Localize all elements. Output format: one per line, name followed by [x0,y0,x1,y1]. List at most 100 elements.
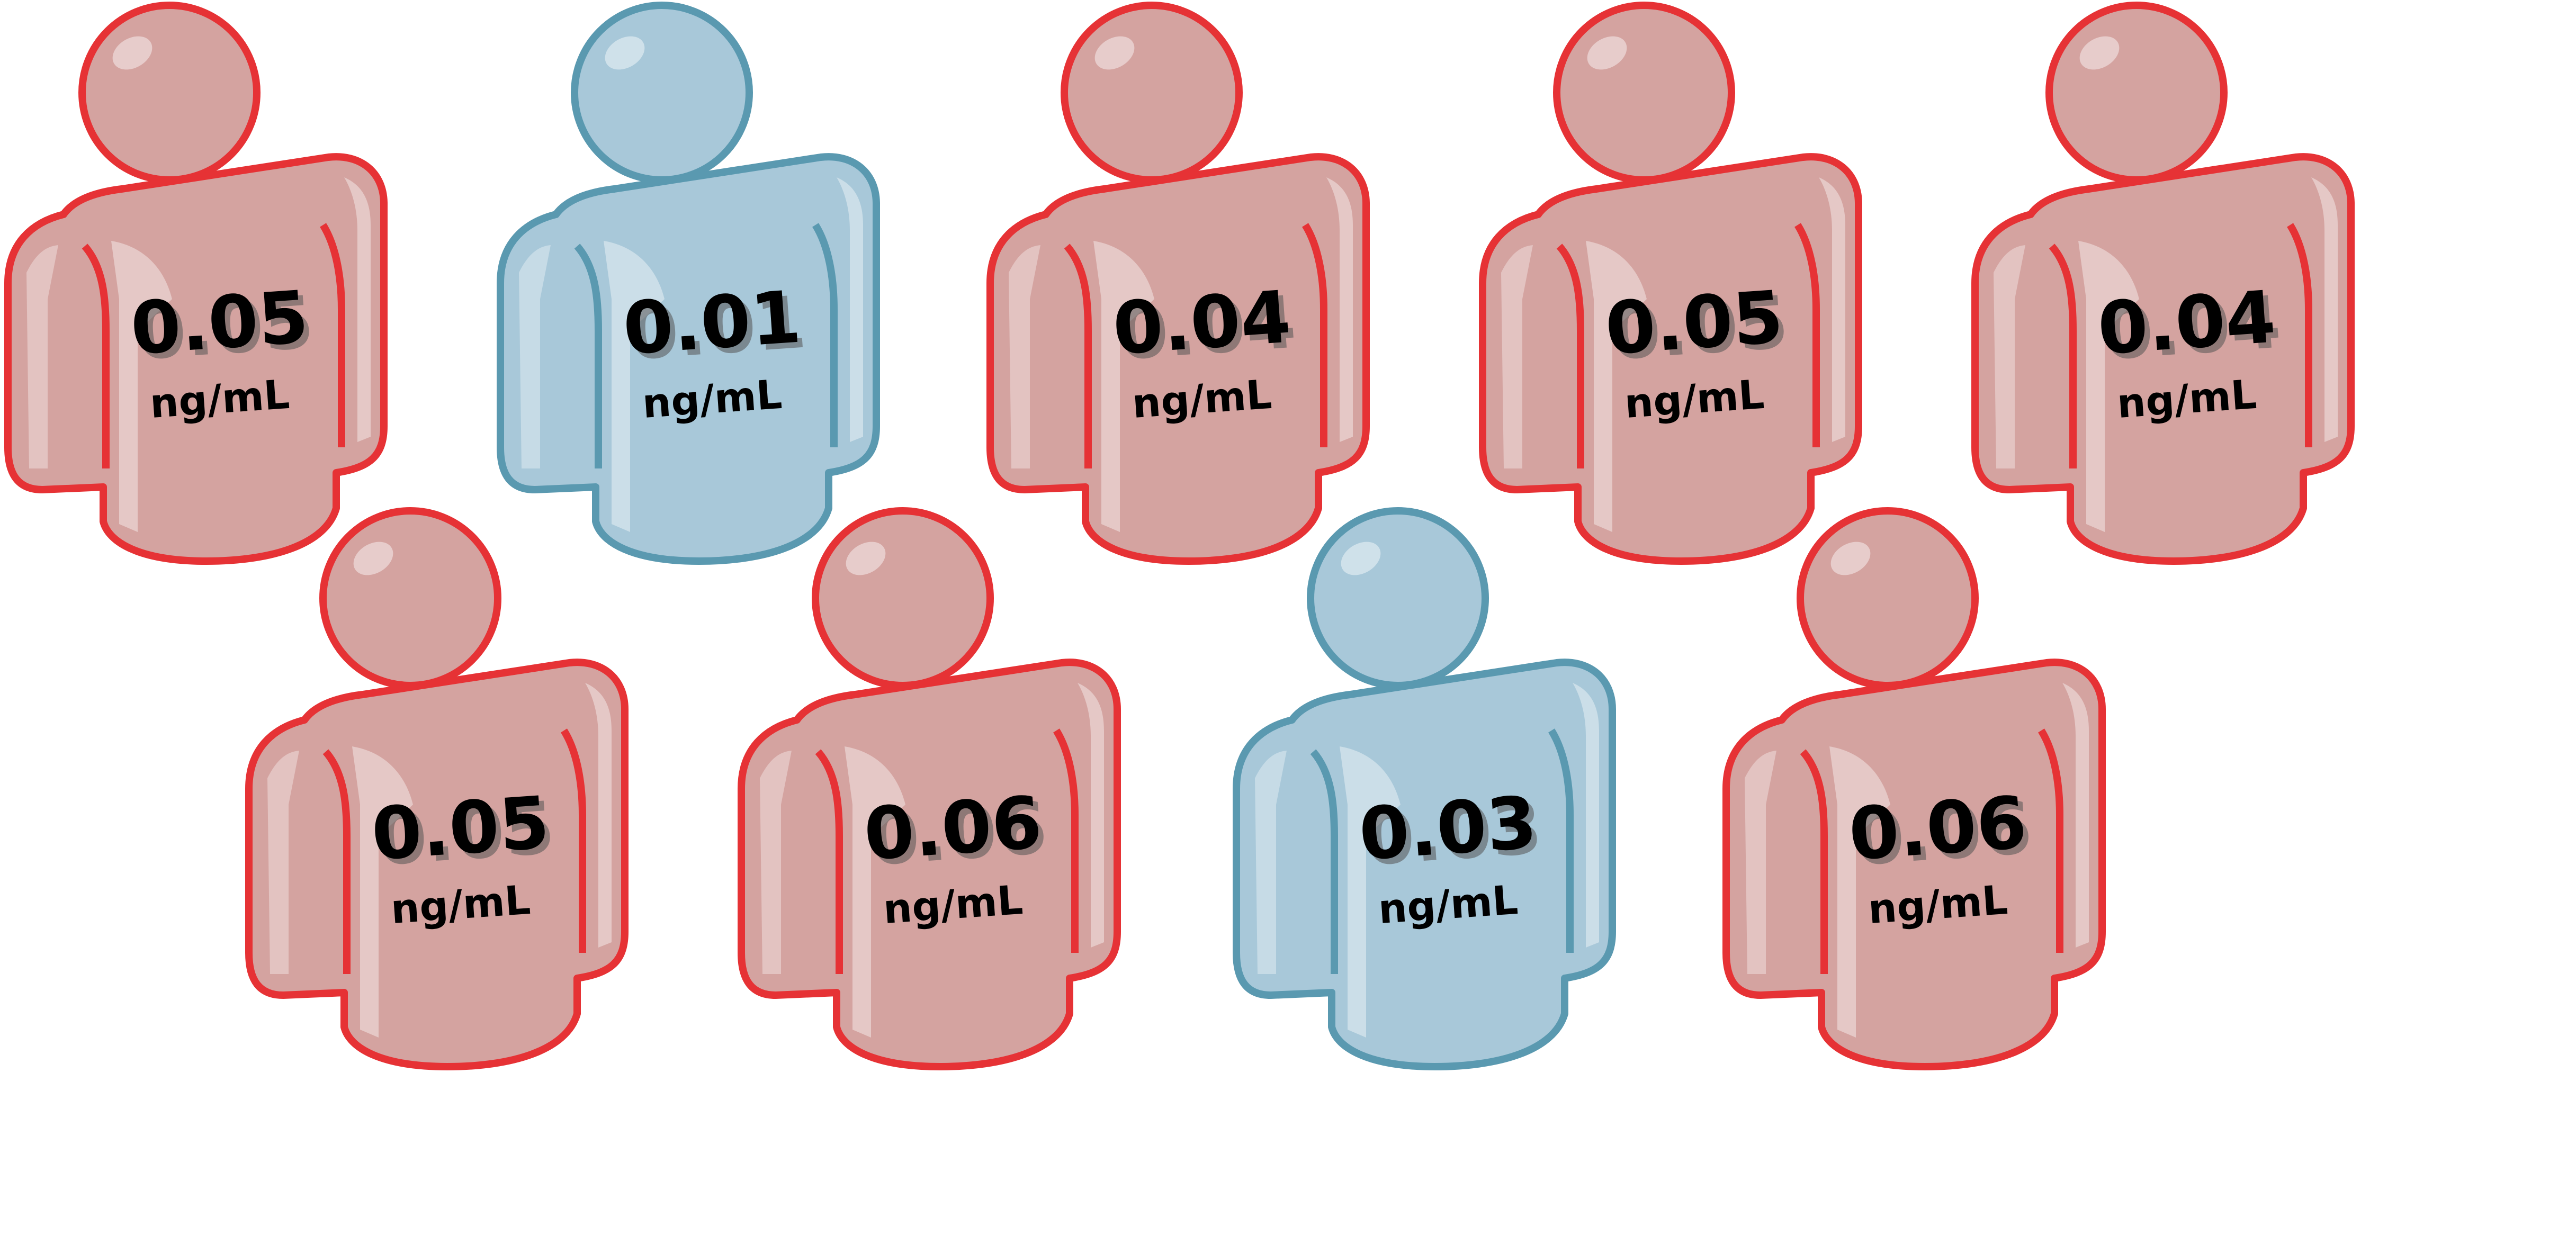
body-highlight [1745,751,1776,974]
body-highlight [26,245,58,468]
head-highlight [1587,36,1627,70]
concentration-value: 0.05 [369,781,552,877]
concentration-value: 0.05 [128,275,311,371]
person-icon-body [497,153,880,565]
value-shadow: 0.06 [1852,786,2035,882]
value-shadow: 0.06 [867,786,1050,882]
concentration-unit: ng/mL [1623,371,1765,427]
head-highlight [605,36,645,70]
concentration-unit: ng/mL [1130,371,1273,427]
right-arm-line [1794,223,1820,447]
right-arm-line [1053,728,1079,953]
left-arm-line [815,749,843,974]
person-icon-body [738,659,1121,1070]
right-arm-line [320,223,345,447]
head-highlight [112,36,152,70]
body-highlight [585,683,612,948]
left-arm-line [322,749,351,974]
value-shadow: 0.01 [626,281,809,376]
concentration-value: 0.04 [1110,275,1294,371]
value-shadow: 0.03 [1362,786,1545,882]
person-icon-head [2045,2,2228,184]
person-icon-head [812,507,994,689]
left-arm-line [1800,749,1828,974]
body-highlight [837,177,863,442]
concentration-unit: ng/mL [641,371,783,427]
person-icon-head [1797,507,1979,689]
person-icon-body [1233,659,1616,1070]
body-highlight [1994,245,2025,468]
person-icon-head [78,2,261,184]
value-shadow: 0.05 [374,786,558,882]
head-highlight [846,542,886,575]
body-highlight [352,746,413,1038]
head-highlight [353,542,393,575]
person-icon-head [1061,2,1243,184]
person-icon-head [319,507,501,689]
left-arm-line [1310,749,1338,974]
body-highlight [1009,245,1040,468]
concentration-unit: ng/mL [2115,371,2258,427]
concentration-value: 0.05 [1603,275,1786,371]
person-icon-body [1971,153,2355,565]
left-arm-line [82,244,110,468]
concentration-unit: ng/mL [148,371,291,427]
body-highlight [604,241,665,532]
people-group: 0.050.05ng/mL0.010.01ng/mL0.040.04ng/mL0… [4,2,2355,1070]
left-arm-line [1064,244,1092,468]
concentration-value: 0.01 [621,275,804,371]
concentration-unit: ng/mL [389,876,532,933]
body-highlight [1819,177,1845,442]
person-icon-body [245,659,629,1070]
person-icon-body [4,153,388,565]
head-highlight [1341,542,1381,575]
body-highlight [760,751,792,974]
body-highlight [2311,177,2338,442]
body-highlight [1340,746,1401,1038]
body-highlight [1501,245,1533,468]
body-highlight [1573,683,1599,948]
concentration-unit: ng/mL [1866,876,2009,933]
value-shadow: 0.04 [2101,281,2284,376]
right-arm-line [561,728,586,953]
left-arm-line [1556,244,1584,468]
body-highlight [2062,683,2089,948]
body-highlight [1829,746,1890,1038]
left-arm-line [2049,244,2077,468]
concentration-unit: ng/mL [882,876,1024,933]
body-highlight [2078,241,2139,532]
person-icon-body [1722,659,2106,1070]
concentration-unit: ng/mL [1377,876,1519,933]
left-arm-line [574,244,602,468]
head-highlight [1094,36,1135,70]
body-highlight [845,746,905,1038]
right-arm-line [812,223,838,447]
person-icon-head [571,2,753,184]
concentration-value: 0.04 [2095,275,2278,371]
body-highlight [267,751,299,974]
body-highlight [1093,241,1154,532]
body-highlight [111,241,172,532]
value-shadow: 0.04 [1116,281,1299,376]
body-highlight [1078,683,1104,948]
body-highlight [1586,241,1647,532]
person-icon-head [1553,2,1735,184]
body-highlight [1255,751,1287,974]
head-highlight [1830,542,1871,575]
concentration-value: 0.03 [1357,781,1540,877]
person-icon-body [986,153,1370,565]
right-arm-line [1302,223,1327,447]
body-highlight [344,177,371,442]
concentration-value: 0.06 [861,781,1045,877]
value-shadow: 0.05 [1608,281,1791,376]
person-icon-head [1307,507,1489,689]
